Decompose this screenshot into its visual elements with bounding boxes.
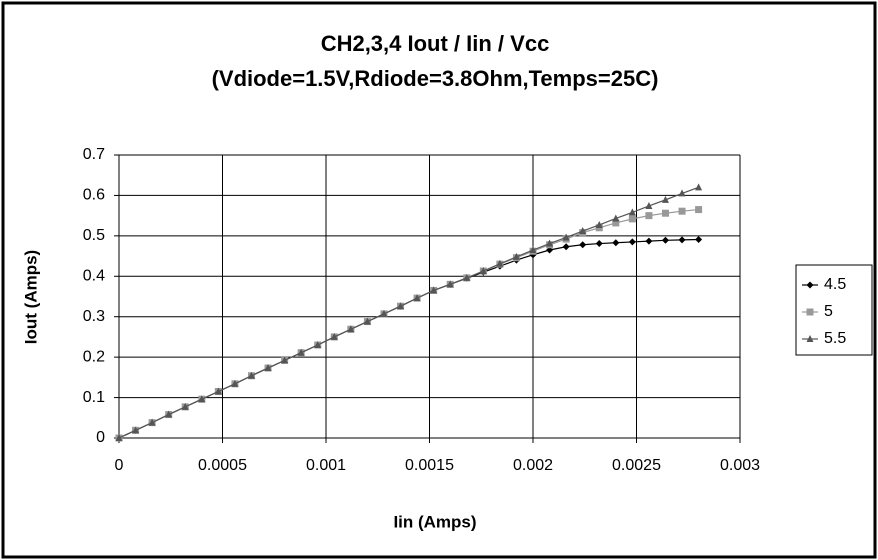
- marker: [645, 237, 653, 245]
- marker: [645, 201, 653, 209]
- marker: [397, 302, 405, 310]
- x-tick-label: 0.0015: [405, 457, 454, 474]
- marker: [380, 309, 388, 317]
- marker: [628, 215, 636, 223]
- marker: [496, 259, 504, 267]
- marker: [430, 286, 438, 294]
- marker: [678, 207, 686, 215]
- marker: [595, 220, 603, 228]
- marker: [264, 364, 272, 372]
- legend-marker: [806, 308, 814, 316]
- x-tick-label: 0: [115, 457, 124, 474]
- marker: [562, 243, 570, 251]
- marker: [115, 434, 123, 441]
- x-tick-label: 0.0025: [612, 457, 661, 474]
- marker: [645, 212, 653, 220]
- marker: [198, 395, 206, 403]
- marker: [661, 195, 669, 203]
- legend-label: 4.5: [824, 276, 846, 293]
- series-line: [118, 186, 699, 439]
- marker: [297, 348, 305, 356]
- marker: [562, 233, 570, 241]
- marker: [181, 402, 189, 410]
- marker: [546, 239, 554, 247]
- marker: [314, 341, 322, 349]
- y-axis-title: Iout (Amps): [21, 250, 40, 344]
- marker: [148, 418, 156, 426]
- x-tick-label: 0.0005: [198, 457, 247, 474]
- marker: [529, 246, 537, 254]
- marker: [512, 252, 520, 260]
- y-tick-label: 0.2: [83, 348, 105, 365]
- marker: [595, 240, 603, 248]
- y-tick-label: 0.7: [83, 146, 105, 163]
- marker: [165, 410, 173, 418]
- marker: [612, 214, 620, 222]
- marker: [247, 371, 255, 379]
- x-axis-title: Iin (Amps): [393, 512, 476, 531]
- legend-label: 5: [824, 303, 833, 320]
- marker: [281, 356, 289, 364]
- x-tick-label: 0.001: [306, 457, 346, 474]
- marker: [579, 241, 587, 249]
- marker: [413, 294, 421, 302]
- marker: [661, 236, 669, 244]
- marker: [678, 189, 686, 197]
- y-tick-label: 0.4: [83, 268, 105, 285]
- marker: [214, 387, 222, 395]
- marker: [446, 280, 454, 288]
- marker: [363, 317, 371, 325]
- legend-marker: [806, 281, 814, 289]
- marker: [579, 227, 587, 235]
- marker: [661, 209, 669, 217]
- marker: [330, 332, 338, 340]
- marker: [628, 238, 636, 246]
- marker: [678, 236, 686, 244]
- x-tick-label: 0.002: [513, 457, 553, 474]
- y-tick-label: 0.1: [83, 389, 105, 406]
- y-tick-label: 0.5: [83, 227, 105, 244]
- marker: [546, 246, 554, 254]
- y-tick-label: 0.3: [83, 308, 105, 325]
- marker: [231, 379, 239, 387]
- legend-label: 5.5: [824, 330, 846, 347]
- marker: [612, 239, 620, 247]
- legend-marker: [806, 335, 814, 342]
- chart-title: CH2,3,4 Iout / Iin / Vcc: [321, 31, 550, 56]
- marker: [695, 183, 703, 191]
- marker: [463, 273, 471, 281]
- y-tick-label: 0: [96, 429, 105, 446]
- marker: [612, 219, 620, 227]
- marker: [695, 206, 703, 214]
- marker: [347, 325, 355, 333]
- marker: [479, 267, 487, 275]
- marker: [132, 426, 140, 434]
- chart-subtitle: (Vdiode=1.5V,Rdiode=3.8Ohm,Temps=25C): [212, 66, 659, 91]
- marker: [695, 235, 703, 243]
- x-tick-label: 0.003: [720, 457, 760, 474]
- marker: [628, 208, 636, 216]
- y-tick-label: 0.6: [83, 187, 105, 204]
